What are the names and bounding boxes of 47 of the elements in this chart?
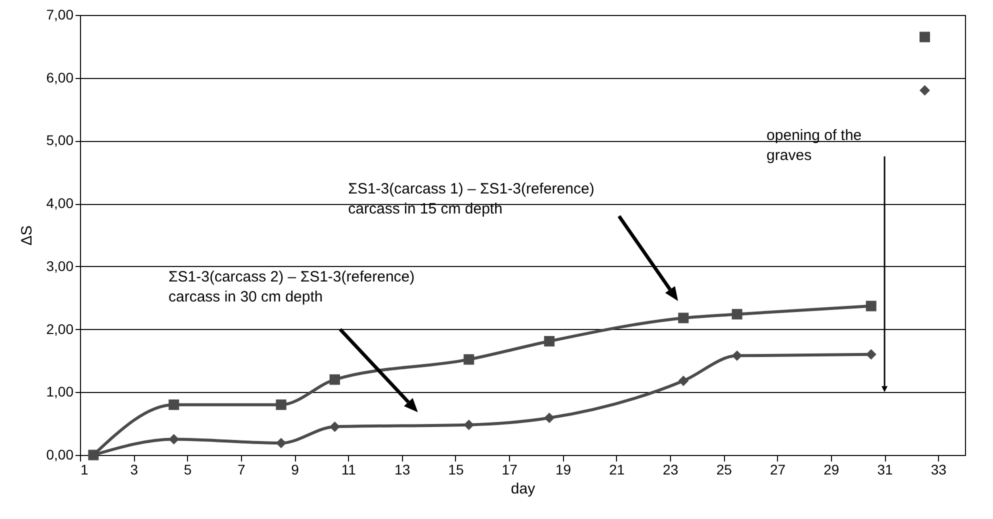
x-axis-title: day [510, 480, 536, 498]
point [920, 85, 930, 96]
x-tick-label: 23 [662, 462, 678, 478]
point [732, 308, 742, 320]
x-tick-label: 21 [609, 462, 625, 478]
point [276, 399, 286, 410]
point [678, 376, 689, 386]
x-tick-label: 7 [238, 462, 246, 478]
x-tick-label: 27 [770, 462, 786, 478]
annotation: ΣS1-3(carcass 2) – ΣS1-3(reference) carcass in 30 cm depth [168, 268, 415, 306]
y-axis-title: ΔS [18, 225, 36, 246]
x-tick-label: 25 [716, 462, 732, 478]
point [330, 421, 340, 432]
y-tick-label: 0,00 [46, 446, 74, 462]
x-tick-label: 19 [555, 462, 572, 478]
y-tick-label: 1,00 [46, 384, 74, 400]
point [544, 336, 555, 346]
point [866, 300, 876, 312]
point [678, 312, 689, 324]
point [464, 354, 474, 365]
x-tick-label: 15 [448, 462, 464, 478]
x-tick-label: 17 [502, 462, 518, 478]
x-tick-label: 13 [394, 462, 410, 478]
y-tick-label: 4,00 [46, 195, 74, 212]
y-tick-label: 6,00 [46, 69, 74, 86]
y-tick-label: 7,00 [46, 6, 74, 22]
x-tick-label: 3 [130, 462, 138, 478]
y-tick-label: 3,00 [46, 258, 74, 274]
x-tick-label: 1 [80, 462, 88, 478]
x-tick-label: 29 [824, 462, 840, 478]
point [920, 32, 930, 42]
x-tick-label: 31 [877, 462, 894, 478]
y-tick-label: 5,00 [46, 132, 74, 148]
point [330, 374, 340, 385]
annotation: opening of the graves [766, 127, 862, 164]
y-tick-label: 2,00 [46, 320, 74, 337]
point [464, 420, 474, 430]
point [732, 350, 742, 361]
x-tick-label: 5 [184, 462, 192, 478]
point [544, 412, 555, 424]
point [168, 399, 180, 410]
x-tick-label: 9 [291, 462, 300, 478]
point [168, 434, 180, 445]
x-tick-label: 11 [341, 462, 356, 478]
x-tick-label: 33 [930, 462, 947, 478]
point [866, 349, 876, 360]
point [276, 438, 286, 448]
